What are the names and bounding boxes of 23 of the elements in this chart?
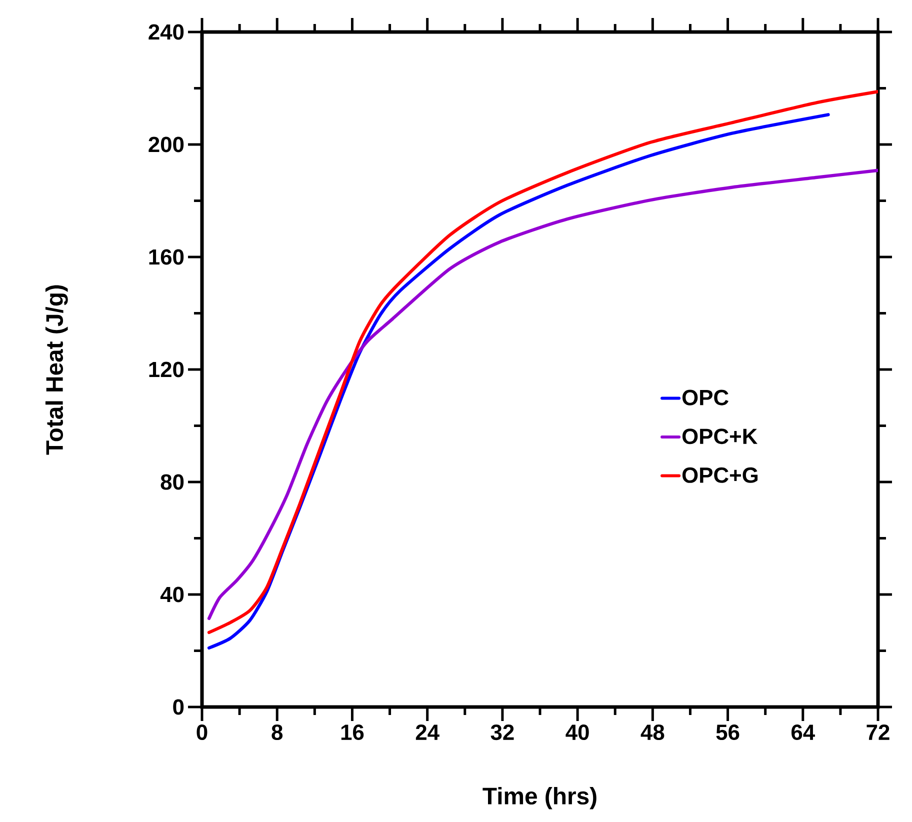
legend-label: OPC: [682, 390, 728, 406]
x-tick-label: 56: [716, 724, 740, 740]
y-tick-label: 120: [149, 362, 184, 378]
x-axis-title: Time (hrs): [482, 786, 596, 810]
y-tick-label: 80: [160, 474, 184, 490]
x-tick-label: 8: [272, 724, 283, 740]
y-tick-label: 160: [149, 249, 184, 265]
legend-label: OPC+G: [682, 467, 758, 483]
x-tick-label: 40: [566, 724, 589, 740]
y-tick-label: 240: [148, 24, 184, 40]
x-tick-label: 16: [341, 724, 364, 740]
x-tick-label: 32: [490, 724, 514, 740]
x-tick-label: 72: [866, 724, 890, 740]
y-tick-label: 0: [173, 699, 184, 715]
x-tick-label: 0: [196, 724, 208, 740]
x-tick-label: 24: [416, 724, 440, 740]
y-tick-label: 200: [148, 136, 184, 152]
y-tick-label: 40: [160, 586, 184, 602]
x-tick-label: 48: [640, 724, 664, 740]
y-axis-title: Total Heat (J/g): [45, 285, 68, 455]
legend-label: OPC+K: [682, 428, 758, 444]
x-tick-label: 64: [791, 724, 815, 740]
line-series: [207, 168, 878, 620]
